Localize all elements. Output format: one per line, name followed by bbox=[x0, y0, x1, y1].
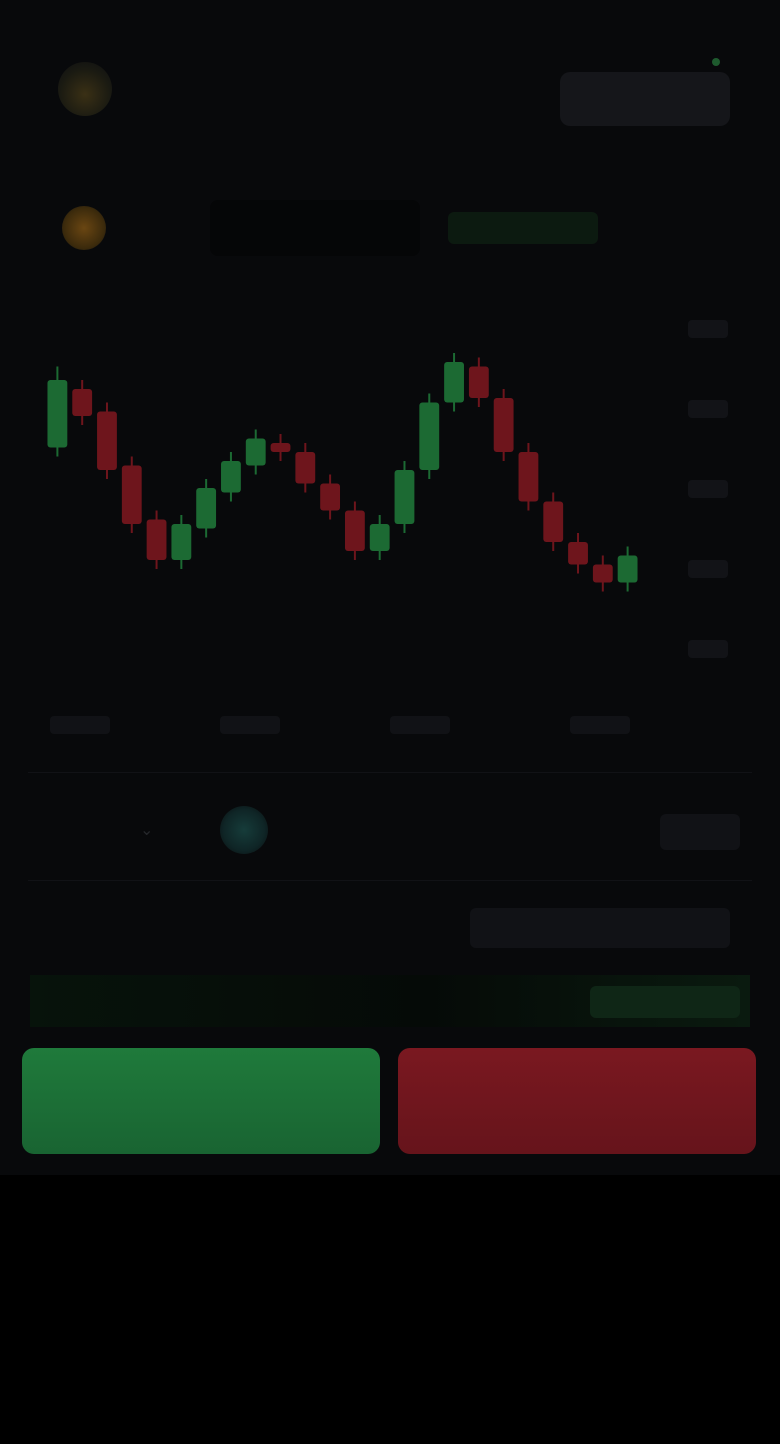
candle-down bbox=[320, 483, 341, 511]
candle-up bbox=[394, 470, 415, 524]
candle-up bbox=[444, 362, 464, 403]
candle-up bbox=[245, 438, 266, 466]
candle-up bbox=[196, 488, 217, 529]
candle-up bbox=[47, 380, 68, 448]
y-tick-label bbox=[688, 320, 728, 338]
x-tick-label bbox=[390, 716, 450, 734]
connection-status-dot bbox=[712, 58, 720, 66]
candles bbox=[47, 353, 638, 592]
candle-up bbox=[221, 461, 241, 493]
chevron-down-icon[interactable]: ⌄ bbox=[140, 822, 154, 839]
candle-up bbox=[419, 402, 440, 470]
coin-icon bbox=[62, 206, 106, 250]
x-tick-label bbox=[50, 716, 110, 734]
candle-down bbox=[543, 501, 564, 542]
candle-up bbox=[171, 524, 192, 560]
asset-icon bbox=[220, 806, 268, 854]
amount-input[interactable] bbox=[660, 814, 740, 850]
divider bbox=[28, 880, 752, 881]
y-tick-label bbox=[688, 560, 728, 578]
trading-panel: ⌄ bbox=[0, 0, 780, 1175]
price-change-badge bbox=[448, 212, 598, 244]
candle-down bbox=[72, 389, 93, 416]
candle-down bbox=[592, 564, 613, 583]
candle-up bbox=[369, 524, 390, 551]
candle-down bbox=[468, 366, 489, 398]
info-row-value bbox=[470, 908, 730, 948]
candle-down bbox=[295, 452, 316, 484]
candlestick-chart bbox=[47, 320, 728, 734]
sell-button[interactable] bbox=[398, 1048, 756, 1154]
price-field bbox=[210, 200, 420, 256]
divider bbox=[28, 772, 752, 773]
y-tick-label bbox=[688, 640, 728, 658]
payout-value bbox=[590, 986, 740, 1018]
x-axis-ticks bbox=[50, 716, 630, 734]
x-tick-label bbox=[220, 716, 280, 734]
candle-down bbox=[270, 443, 291, 452]
x-tick-label bbox=[570, 716, 630, 734]
buy-button[interactable] bbox=[22, 1048, 380, 1154]
candle-up bbox=[617, 555, 638, 583]
wallet-button[interactable] bbox=[560, 72, 730, 126]
candle-down bbox=[518, 452, 539, 502]
candle-down bbox=[97, 411, 117, 470]
y-tick-label bbox=[688, 400, 728, 418]
candle-down bbox=[493, 398, 514, 452]
y-axis-ticks bbox=[688, 320, 728, 658]
y-tick-label bbox=[688, 480, 728, 498]
app-logo-icon bbox=[58, 62, 112, 116]
candle-down bbox=[121, 465, 142, 524]
candle-down bbox=[146, 519, 167, 560]
candle-down bbox=[568, 542, 588, 565]
candle-down bbox=[344, 510, 365, 551]
